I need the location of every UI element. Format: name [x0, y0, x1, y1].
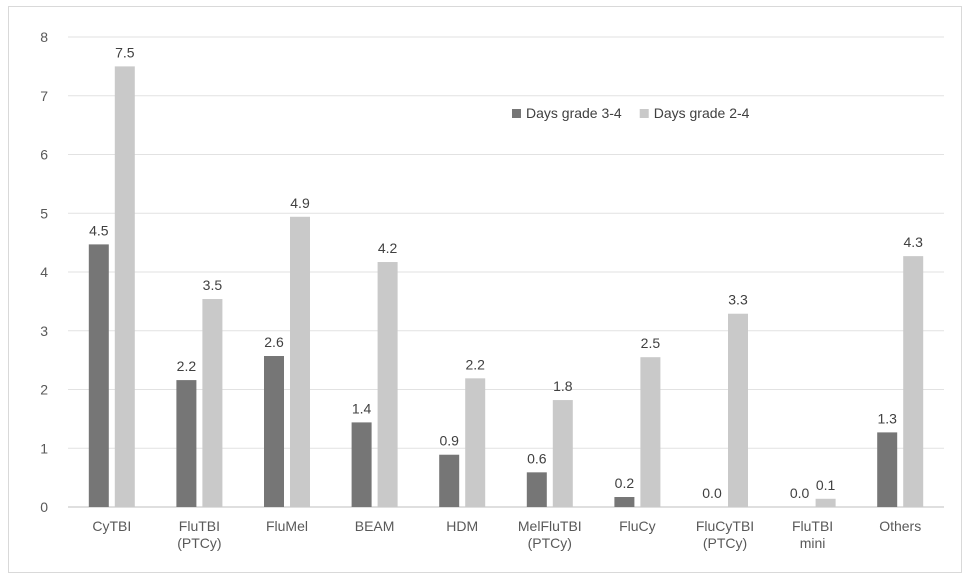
y-tick-label: 6	[40, 147, 48, 163]
bar-grade-2-4	[640, 357, 661, 507]
x-tick-label: Others	[879, 518, 921, 534]
data-label: 4.5	[89, 222, 109, 238]
bar-grade-2-4	[377, 262, 398, 507]
x-tick-label: MelFluTBI (PTCy)	[518, 518, 582, 551]
bar-grade-3-4	[526, 472, 547, 507]
x-tick-label: FluCy	[619, 518, 656, 534]
data-label: 2.5	[641, 335, 661, 351]
x-tick-label: FluTBI (PTCy)	[177, 518, 221, 551]
data-label: 0.6	[527, 450, 547, 466]
y-tick-label: 0	[40, 499, 48, 515]
data-label: 2.2	[177, 358, 197, 374]
y-tick-label: 7	[40, 88, 48, 104]
data-label: 0.0	[702, 485, 722, 501]
data-labels: 4.5 7.5 2.2 3.5 2.6 4.9 1.4 4.2 0.9 2.2 0.6 1.8 0.2 2…	[89, 44, 923, 501]
data-label: 7.5	[115, 44, 135, 60]
bar-grade-2-4	[728, 313, 748, 507]
data-label: 0.0	[790, 485, 810, 501]
y-tick-label: 1	[40, 440, 48, 456]
bar-grade-3-4	[176, 380, 197, 507]
bar-grade-3-4	[264, 356, 284, 507]
data-label: 2.2	[465, 356, 485, 372]
bar-grade-3-4	[614, 497, 635, 507]
x-tick-label: FluTBI mini	[792, 518, 833, 551]
gridlines	[68, 36, 944, 508]
bar-grade-2-4	[114, 66, 135, 507]
bar-grade-2-4	[465, 378, 486, 507]
bar-grade-2-4	[202, 299, 223, 507]
x-tick-label: FluCyTBI (PTCy)	[696, 518, 754, 551]
data-label: 3.3	[728, 292, 748, 308]
data-label: 3.5	[203, 277, 223, 293]
data-label: 0.2	[615, 475, 635, 491]
data-label: 4.2	[378, 240, 398, 256]
data-label: 1.4	[352, 400, 372, 416]
data-label: 1.3	[877, 410, 897, 426]
x-tick-label: FluMel	[266, 518, 308, 534]
x-tick-label: CyTBI	[92, 518, 131, 534]
y-tick-label: 2	[40, 382, 48, 398]
y-tick-label: 5	[40, 205, 48, 221]
bar-grade-3-4	[439, 454, 460, 507]
data-label: 0.1	[816, 477, 836, 493]
x-tick-label: BEAM	[355, 518, 395, 534]
data-label: 0.9	[439, 433, 459, 449]
bar-grade-2-4	[903, 256, 924, 507]
bar-grade-3-4	[877, 432, 898, 507]
y-tick-label: 8	[40, 29, 48, 45]
y-tick-label: 4	[40, 264, 48, 280]
data-label: 4.9	[290, 195, 310, 211]
legend-label: Days grade 2-4	[654, 105, 750, 121]
legend-swatch	[639, 109, 649, 118]
bar-grade-2-4	[290, 216, 310, 507]
data-label: 1.8	[553, 378, 573, 394]
y-axis: 0 1 2 3 4 5 6 7 8	[40, 29, 48, 515]
x-axis: CyTBI FluTBI (PTCy) FluMel BEAM HDM MelFluTBI(…	[92, 518, 921, 551]
y-tick-label: 3	[40, 323, 48, 339]
bar-grade-2-4	[552, 400, 573, 507]
bar-grade-2-4	[815, 498, 836, 507]
data-label: 4.3	[903, 234, 923, 250]
legend-label: Days grade 3-4	[526, 105, 622, 121]
legend: Days grade 3-4 Days grade 2-4	[512, 105, 750, 121]
bar-grade-3-4	[351, 422, 372, 507]
bar-grade-3-4	[88, 244, 109, 507]
x-tick-label: HDM	[446, 518, 478, 534]
legend-swatch	[512, 109, 521, 118]
bars	[88, 66, 924, 507]
data-label: 2.6	[264, 334, 284, 350]
